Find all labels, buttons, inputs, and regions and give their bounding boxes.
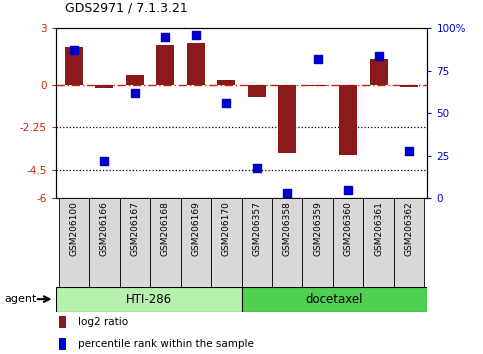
Bar	[309, 85, 327, 86]
Text: GSM206357: GSM206357	[252, 201, 261, 256]
Bar	[181, 198, 211, 287]
Point	[375, 53, 383, 58]
Bar	[242, 198, 272, 287]
Point	[284, 190, 291, 196]
Point	[314, 56, 322, 62]
Bar	[95, 85, 114, 88]
Bar	[126, 75, 144, 85]
Bar	[211, 198, 242, 287]
Bar	[394, 198, 425, 287]
Bar	[217, 80, 235, 85]
Bar	[58, 198, 89, 287]
Point	[161, 34, 169, 40]
Bar	[248, 85, 266, 97]
Point	[405, 148, 413, 154]
Bar	[242, 287, 427, 312]
Text: HTI-286: HTI-286	[126, 293, 171, 306]
Bar	[272, 198, 302, 287]
Bar	[156, 45, 174, 85]
Text: GSM206359: GSM206359	[313, 201, 322, 256]
Point	[253, 165, 261, 171]
Point	[70, 47, 78, 53]
Text: GSM206360: GSM206360	[344, 201, 353, 256]
Text: percentile rank within the sample: percentile rank within the sample	[78, 339, 254, 349]
Bar	[333, 198, 363, 287]
Point	[100, 158, 108, 164]
Text: GSM206168: GSM206168	[161, 201, 170, 256]
Bar	[302, 198, 333, 287]
Text: agent: agent	[5, 294, 37, 304]
Bar	[278, 85, 297, 153]
Bar	[186, 44, 205, 85]
Bar	[120, 198, 150, 287]
Bar	[65, 47, 83, 85]
Bar	[150, 198, 181, 287]
Bar	[59, 316, 66, 328]
Bar	[89, 198, 120, 287]
Text: GSM206167: GSM206167	[130, 201, 139, 256]
Text: GDS2971 / 7.1.3.21: GDS2971 / 7.1.3.21	[65, 1, 188, 14]
Text: GSM206361: GSM206361	[374, 201, 383, 256]
Text: GSM206170: GSM206170	[222, 201, 231, 256]
Bar	[363, 198, 394, 287]
Point	[192, 32, 199, 38]
Bar	[59, 338, 66, 350]
Point	[344, 187, 352, 193]
Bar	[369, 59, 388, 85]
Text: GSM206166: GSM206166	[100, 201, 109, 256]
Text: log2 ratio: log2 ratio	[78, 317, 128, 327]
Text: GSM206362: GSM206362	[405, 201, 413, 256]
Text: GSM206358: GSM206358	[283, 201, 292, 256]
Point	[222, 100, 230, 106]
Bar	[56, 287, 242, 312]
Point	[131, 90, 139, 96]
Bar	[339, 85, 357, 155]
Text: GSM206169: GSM206169	[191, 201, 200, 256]
Text: docetaxel: docetaxel	[306, 293, 363, 306]
Bar	[400, 85, 418, 87]
Text: GSM206100: GSM206100	[70, 201, 78, 256]
